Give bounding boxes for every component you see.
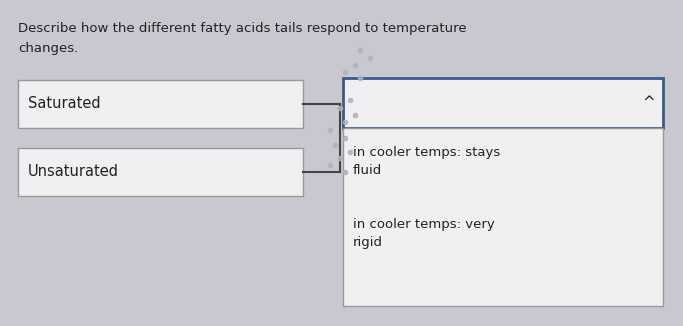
Text: Saturated: Saturated [28, 96, 100, 111]
Text: in cooler temps: very
rigid: in cooler temps: very rigid [353, 218, 494, 249]
FancyBboxPatch shape [18, 80, 303, 128]
Text: in cooler temps: stays
fluid: in cooler temps: stays fluid [353, 146, 500, 177]
FancyBboxPatch shape [343, 128, 663, 306]
Text: ^: ^ [643, 96, 656, 111]
Text: Unsaturated: Unsaturated [28, 165, 119, 180]
Text: changes.: changes. [18, 42, 79, 55]
Text: Describe how the different fatty acids tails respond to temperature: Describe how the different fatty acids t… [18, 22, 466, 35]
FancyBboxPatch shape [18, 148, 303, 196]
FancyBboxPatch shape [343, 78, 663, 128]
